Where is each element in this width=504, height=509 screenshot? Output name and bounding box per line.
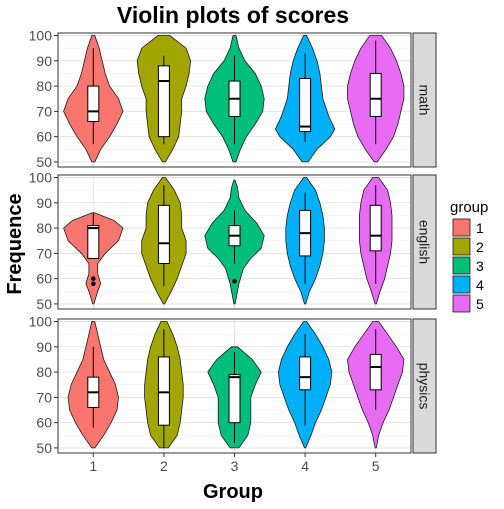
outlier-point [91,276,96,281]
x-tick-label: 3 [231,458,239,474]
y-tick-label: 60 [36,129,52,145]
legend-label: 3 [476,258,484,274]
box [228,374,241,424]
legend-key [452,237,471,256]
y-tick-label: 50 [36,154,52,170]
y-tick-label: 90 [36,339,52,355]
legend-key [452,275,471,294]
box [87,225,100,259]
y-tick-label: 80 [36,364,52,380]
y-tick-label: 50 [36,296,52,312]
outlier-point [232,278,237,284]
facet-strip [412,318,437,454]
x-axis: 1 2 3 4 5 [89,453,380,474]
y-tick-label: 100 [29,28,53,44]
y-tick-label: 80 [36,78,52,94]
facet-strip-label: math [417,84,433,115]
box [369,204,382,252]
facet-strip [412,174,437,310]
panel-physics: 50 60 70 80 90 100 physics [29,314,437,456]
y-tick-label: 70 [36,103,52,119]
panel-border [57,32,412,168]
y-tick-label: 50 [36,440,52,456]
x-tick-label: 2 [160,458,168,474]
box [299,356,312,391]
x-axis-label: Group [203,481,263,503]
box [157,356,170,426]
y-tick-label: 60 [36,271,52,287]
box [369,72,382,117]
legend-key [452,294,471,313]
legend-key [452,256,471,275]
chart-title: Violin plots of scores [117,2,349,28]
legend-label: 5 [476,296,484,312]
y-tick-label: 90 [36,195,52,211]
x-tick-label: 4 [301,458,309,474]
y-tick-label: 90 [36,53,52,69]
y-tick-label: 100 [29,170,53,186]
box [87,85,100,122]
x-tick-label: 1 [89,458,97,474]
legend-key [452,218,471,237]
chart-panels: 50 60 70 80 90 100 math 50 60 70 80 90 100 english 50 6… [29,28,437,456]
legend-title: group [450,199,488,216]
legend-label: 1 [476,220,484,236]
facet-strip-label: english [417,220,433,264]
box [369,353,382,391]
y-tick-label: 70 [36,245,52,261]
legend-label: 4 [476,277,484,293]
outlier-point [91,281,96,287]
box [157,65,170,138]
y-tick-label: 80 [36,220,52,236]
y-tick-label: 100 [29,314,53,330]
box [299,78,312,133]
y-axis-label: Frequence [4,193,26,294]
legend-label: 2 [476,239,484,255]
box [157,204,170,264]
facet-strip [412,32,437,168]
y-tick-label: 60 [36,415,52,431]
x-tick-label: 5 [372,458,380,474]
panel-border [57,174,412,310]
y-tick-label: 70 [36,389,52,405]
legend: group 1 2 3 4 5 [450,199,488,313]
facet-strip-label: physics [417,363,433,410]
panel-math: 50 60 70 80 90 100 math [29,28,437,170]
panel-english: 50 60 70 80 90 100 english [29,170,437,312]
